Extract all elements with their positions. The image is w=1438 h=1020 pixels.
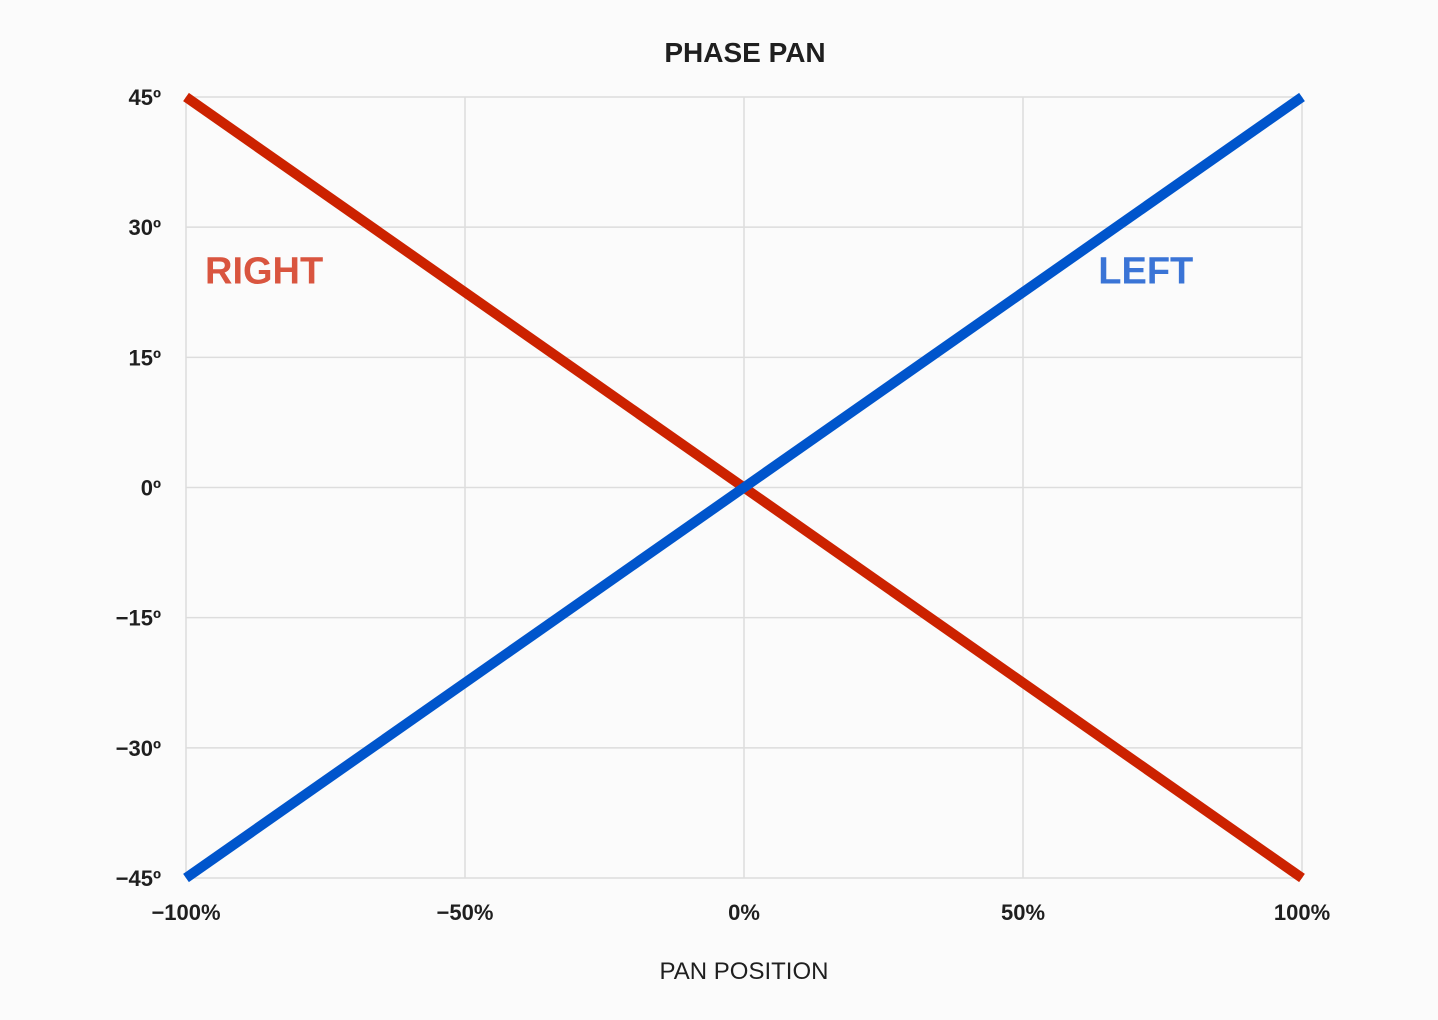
y-tick-label: −45º xyxy=(116,866,161,891)
series-label-right: RIGHT xyxy=(205,251,323,293)
series-label-left: LEFT xyxy=(1098,251,1193,293)
y-tick-label: −30º xyxy=(116,736,161,761)
x-tick-label: −100% xyxy=(151,900,220,925)
y-tick-label: −15º xyxy=(116,606,161,631)
series-labels: RIGHT LEFT xyxy=(205,251,1193,293)
y-tick-label: 0º xyxy=(141,476,161,501)
chart-title: PHASE PAN xyxy=(664,37,825,68)
x-tick-label: 50% xyxy=(1001,900,1045,925)
series-line-left xyxy=(183,92,1305,883)
series-lines xyxy=(183,92,1305,883)
y-tick-label: 45º xyxy=(128,85,161,110)
x-tick-label: −50% xyxy=(437,900,494,925)
x-tick-label: 0% xyxy=(728,900,760,925)
y-axis-ticks: 45º 30º 15º 0º −15º −30º −45º xyxy=(116,85,161,891)
x-axis-ticks: −100% −50% 0% 50% 100% xyxy=(151,900,1330,925)
y-tick-label: 30º xyxy=(128,215,161,240)
x-tick-label: 100% xyxy=(1274,900,1330,925)
x-axis-label: PAN POSITION xyxy=(660,958,829,985)
y-tick-label: 15º xyxy=(128,345,161,370)
